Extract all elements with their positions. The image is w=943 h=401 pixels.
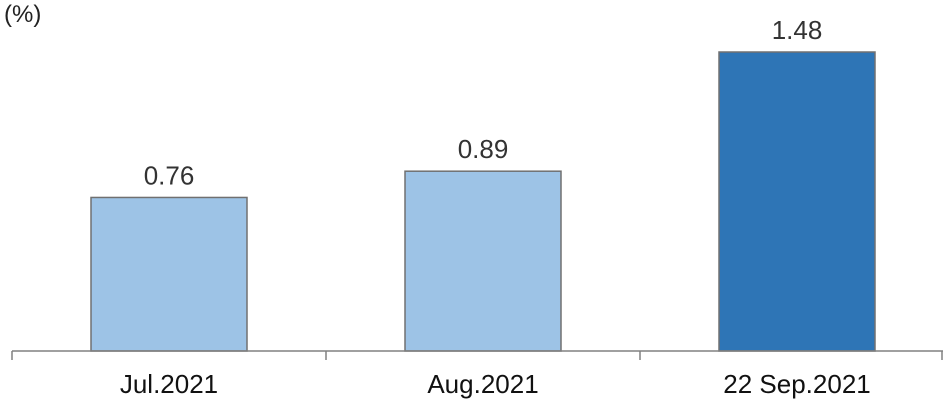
bars-group bbox=[90, 51, 876, 352]
x-tick-label: Jul.2021 bbox=[120, 369, 218, 399]
x-tick-labels-group: Jul.2021 Aug.2021 22 Sep.2021 bbox=[120, 369, 871, 399]
data-labels-group: 0.76 0.89 1.48 bbox=[144, 15, 823, 190]
bar-aug-2021 bbox=[404, 170, 562, 352]
x-axis bbox=[11, 350, 943, 360]
y-unit-label: (%) bbox=[4, 1, 41, 28]
data-label: 1.48 bbox=[772, 15, 823, 45]
data-label: 0.76 bbox=[144, 160, 195, 190]
x-tick-label: Aug.2021 bbox=[427, 369, 538, 399]
x-tick-label: 22 Sep.2021 bbox=[723, 369, 870, 399]
data-label: 0.89 bbox=[458, 134, 509, 164]
bar-jul-2021 bbox=[90, 196, 248, 352]
bar-22-sep-2021 bbox=[718, 51, 876, 352]
